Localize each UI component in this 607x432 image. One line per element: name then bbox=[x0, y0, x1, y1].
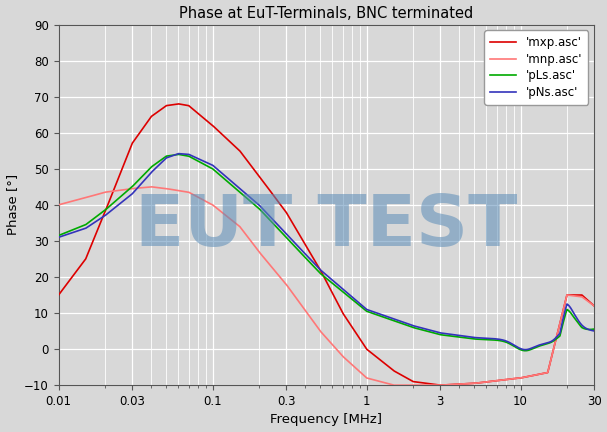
'mxp.asc' bbox=[116, 172, 123, 178]
Title: Phase at EuT-Terminals, BNC terminated: Phase at EuT-Terminals, BNC terminated bbox=[179, 6, 473, 21]
'pNs.asc' bbox=[116, 201, 123, 206]
'mnp.asc' bbox=[55, 202, 63, 207]
'pNs.asc' bbox=[148, 170, 155, 175]
'pLs.asc' bbox=[55, 233, 63, 238]
'pNs.asc' bbox=[55, 235, 63, 240]
'mxp.asc' bbox=[55, 292, 63, 298]
'mnp.asc' bbox=[523, 374, 530, 379]
'pNs.asc' bbox=[580, 324, 588, 330]
'mxp.asc' bbox=[283, 212, 291, 217]
'pLs.asc' bbox=[260, 211, 268, 216]
'pLs.asc' bbox=[283, 236, 291, 241]
'pNs.asc' bbox=[523, 347, 530, 352]
Line: 'mnp.asc': 'mnp.asc' bbox=[59, 187, 594, 385]
'mnp.asc' bbox=[148, 184, 155, 189]
'pLs.asc' bbox=[591, 327, 598, 332]
'mnp.asc' bbox=[283, 283, 291, 289]
X-axis label: Frequency [MHz]: Frequency [MHz] bbox=[270, 413, 382, 426]
Y-axis label: Phase [°]: Phase [°] bbox=[5, 174, 19, 235]
'mxp.asc' bbox=[591, 303, 598, 308]
Line: 'pNs.asc': 'pNs.asc' bbox=[59, 154, 594, 349]
'mnp.asc' bbox=[260, 255, 268, 260]
'mnp.asc' bbox=[116, 187, 123, 193]
'mxp.asc' bbox=[523, 374, 530, 379]
'mnp.asc' bbox=[580, 295, 588, 301]
'mnp.asc' bbox=[148, 184, 155, 189]
Text: EUT TEST: EUT TEST bbox=[135, 192, 518, 261]
'pLs.asc' bbox=[580, 326, 588, 331]
'mxp.asc' bbox=[148, 114, 155, 119]
Legend: 'mxp.asc', 'mnp.asc', 'pLs.asc', 'pNs.asc': 'mxp.asc', 'mnp.asc', 'pLs.asc', 'pNs.as… bbox=[484, 30, 588, 105]
'pLs.asc' bbox=[175, 152, 182, 157]
'pNs.asc' bbox=[175, 151, 182, 156]
Line: 'mxp.asc': 'mxp.asc' bbox=[59, 104, 594, 385]
'mxp.asc' bbox=[175, 101, 182, 106]
'mnp.asc' bbox=[390, 383, 398, 388]
'pLs.asc' bbox=[116, 195, 123, 200]
'pLs.asc' bbox=[521, 348, 529, 353]
'mxp.asc' bbox=[580, 294, 588, 299]
'pNs.asc' bbox=[521, 347, 529, 352]
'mxp.asc' bbox=[436, 383, 444, 388]
'pNs.asc' bbox=[591, 328, 598, 334]
'mxp.asc' bbox=[260, 180, 268, 185]
Line: 'pLs.asc': 'pLs.asc' bbox=[59, 154, 594, 351]
'pLs.asc' bbox=[148, 164, 155, 169]
'pNs.asc' bbox=[283, 232, 291, 238]
'pNs.asc' bbox=[260, 208, 268, 213]
'pLs.asc' bbox=[523, 348, 530, 353]
'mnp.asc' bbox=[591, 303, 598, 308]
